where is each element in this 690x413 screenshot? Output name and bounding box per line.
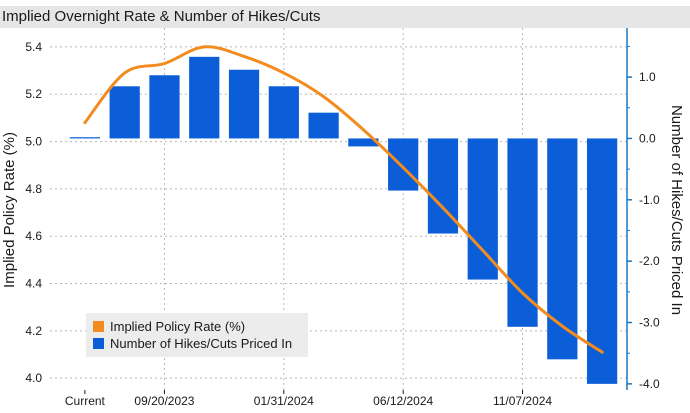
bar-hikes-cuts [507,138,538,327]
point-implied-rate [162,61,166,65]
y2-tick-label: 1.0 [639,70,656,84]
bar-hikes-cuts [586,138,618,384]
legend-background [86,313,308,357]
y2-axis-title: Number of Hikes/Cuts Priced In [668,105,685,315]
y-tick-label: 5.4 [25,40,42,54]
title-bar: Implied Overnight Rate & Number of Hikes… [0,6,690,28]
bar-hikes-cuts [109,86,140,139]
legend: Implied Policy Rate (%) Number of Hikes/… [86,313,308,357]
y-tick-label: 5.2 [25,87,42,101]
bar-hikes-cuts [308,112,339,139]
bar-hikes-cuts [228,69,260,139]
point-implied-rate [123,71,127,75]
x-tick-label: 09/20/2023 [134,394,194,408]
legend-label-rate: Implied Policy Rate (%) [110,319,245,334]
point-implied-rate [361,128,365,132]
point-implied-rate [560,324,564,328]
point-implied-rate [521,291,525,295]
y2-tick-label: -1.0 [639,193,660,207]
y-tick-label: 4.6 [25,229,42,243]
axis-layer: 4.0 4.2 4.4 4.6 4.8 5.0 5.2 5.4 Current 09/20/202… [25,28,660,408]
y-tick-label: 4.2 [25,324,42,338]
bar-hikes-cuts [69,137,101,139]
point-implied-rate [441,206,445,210]
y-tick-label: 4.0 [25,371,42,385]
point-implied-rate [401,166,405,170]
bar-hikes-cuts [467,138,498,280]
y-axis-title: Implied Policy Rate (%) [1,132,18,288]
y-tick-label: 4.4 [25,277,42,291]
y-tick-label: 5.0 [25,135,42,149]
chart-title: Implied Overnight Rate & Number of Hikes… [2,8,321,25]
point-implied-rate [83,121,87,125]
legend-label-hikes: Number of Hikes/Cuts Priced In [110,336,292,351]
bar-hikes-cuts [348,138,379,147]
bar-hikes-cuts [189,56,220,139]
bar-hikes-cuts [547,138,578,360]
point-implied-rate [322,95,326,99]
point-implied-rate [600,350,604,354]
point-implied-rate [242,54,246,58]
legend-swatch-hikes [93,338,104,349]
y2-tick-label: -3.0 [639,316,660,330]
bar-layer [69,56,618,384]
bar-hikes-cuts [268,86,299,139]
legend-swatch-rate [93,321,104,332]
y2-tick-label: -4.0 [639,377,660,391]
point-implied-rate [202,45,206,49]
point-implied-rate [481,248,485,252]
x-tick-label: Current [65,394,106,408]
point-implied-rate [282,71,286,75]
y-tick-label: 4.8 [25,182,42,196]
x-tick-label: 06/12/2024 [373,394,433,408]
bar-hikes-cuts [388,138,419,191]
x-tick-label: 11/07/2024 [493,394,552,408]
line-layer [83,45,604,354]
x-tick-label: 01/31/2024 [254,394,314,408]
y2-tick-label: 0.0 [639,131,656,145]
y2-tick-label: -2.0 [639,254,660,268]
bar-hikes-cuts [149,75,180,139]
